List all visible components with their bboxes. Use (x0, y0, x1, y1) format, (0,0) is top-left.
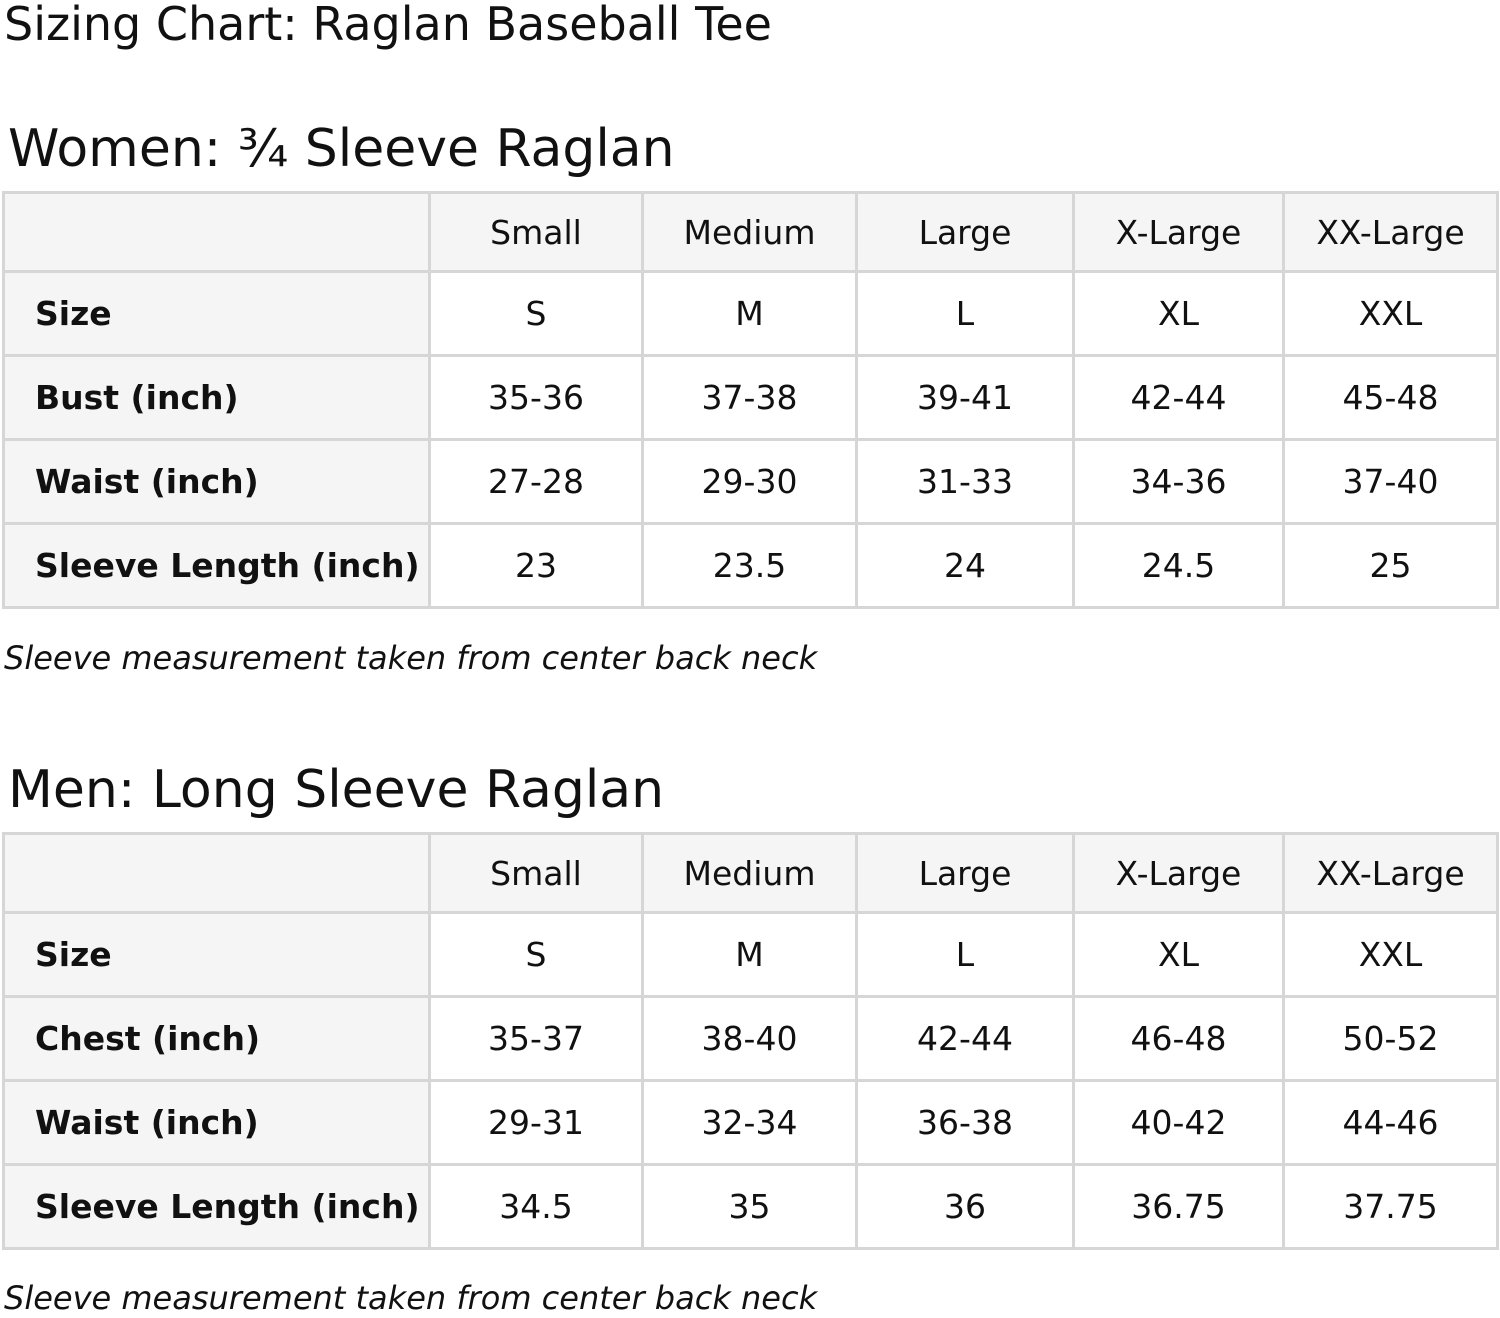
table-cell: 36 (855, 1163, 1075, 1250)
table-row: Size S M L XL XXL (2, 270, 1499, 357)
page-title: Sizing Chart: Raglan Baseball Tee (4, 0, 772, 51)
table-cell: 24 (855, 522, 1075, 609)
table-cell: 36-38 (855, 1079, 1075, 1166)
table-row: Bust (inch) 35-36 37-38 39-41 42-44 45-48 (2, 354, 1499, 441)
table-cell: M (641, 270, 858, 357)
row-label: Sleeve Length (inch) (2, 1163, 431, 1250)
column-header: Small (428, 832, 644, 914)
table-cell: 36.75 (1072, 1163, 1285, 1250)
column-header (2, 832, 431, 914)
table-cell: 44-46 (1282, 1079, 1499, 1166)
table-cell: 37.75 (1282, 1163, 1499, 1250)
column-header: X-Large (1072, 832, 1285, 914)
table-cell: 24.5 (1072, 522, 1285, 609)
row-label: Bust (inch) (2, 354, 431, 441)
table-cell: 39-41 (855, 354, 1075, 441)
table-cell: 23 (428, 522, 644, 609)
row-label: Waist (inch) (2, 438, 431, 525)
table-cell: 46-48 (1072, 995, 1285, 1082)
table-cell: L (855, 270, 1075, 357)
women-sleeve-note: Sleeve measurement taken from center bac… (4, 639, 818, 677)
row-label: Sleeve Length (inch) (2, 522, 431, 609)
table-row: Size S M L XL XXL (2, 911, 1499, 998)
row-label: Waist (inch) (2, 1079, 431, 1166)
table-cell: 23.5 (641, 522, 858, 609)
women-section-heading: Women: ¾ Sleeve Raglan (8, 119, 675, 179)
table-cell: 50-52 (1282, 995, 1499, 1082)
column-header: Medium (641, 191, 858, 273)
table-cell: 32-34 (641, 1079, 858, 1166)
header-row: Small Medium Large X-Large XX-Large (2, 191, 1499, 273)
table-cell: XXL (1282, 270, 1499, 357)
column-header: Large (855, 832, 1075, 914)
table-cell: 38-40 (641, 995, 858, 1082)
column-header: XX-Large (1282, 832, 1499, 914)
table-cell: 37-40 (1282, 438, 1499, 525)
column-header (2, 191, 431, 273)
table-cell: 34-36 (1072, 438, 1285, 525)
table-cell: XL (1072, 270, 1285, 357)
row-label: Chest (inch) (2, 995, 431, 1082)
table-cell: 35 (641, 1163, 858, 1250)
table-cell: 34.5 (428, 1163, 644, 1250)
header-row: Small Medium Large X-Large XX-Large (2, 832, 1499, 914)
column-header: Medium (641, 832, 858, 914)
table-cell: L (855, 911, 1075, 998)
table-row: Chest (inch) 35-37 38-40 42-44 46-48 50-52 (2, 995, 1499, 1082)
table-cell: 40-42 (1072, 1079, 1285, 1166)
table-cell: 29-31 (428, 1079, 644, 1166)
table-cell: 37-38 (641, 354, 858, 441)
table-cell: S (428, 270, 644, 357)
table-cell: M (641, 911, 858, 998)
women-size-table: Small Medium Large X-Large XX-Large Size S M L XL… (2, 191, 1499, 609)
row-label: Size (2, 911, 431, 998)
table-cell: 35-37 (428, 995, 644, 1082)
table-cell: 29-30 (641, 438, 858, 525)
column-header: XX-Large (1282, 191, 1499, 273)
table-cell: XL (1072, 911, 1285, 998)
men-section-heading: Men: Long Sleeve Raglan (8, 760, 665, 820)
men-size-table: Small Medium Large X-Large XX-Large Size S M L XL… (2, 832, 1499, 1250)
table-cell: 35-36 (428, 354, 644, 441)
row-label: Size (2, 270, 431, 357)
table-row: Sleeve Length (inch) 23 23.5 24 24.5 25 (2, 522, 1499, 609)
column-header: X-Large (1072, 191, 1285, 273)
table-cell: S (428, 911, 644, 998)
table-cell: 31-33 (855, 438, 1075, 525)
table-row: Waist (inch) 27-28 29-30 31-33 34-36 37-40 (2, 438, 1499, 525)
column-header: Large (855, 191, 1075, 273)
table-row: Waist (inch) 29-31 32-34 36-38 40-42 44-46 (2, 1079, 1499, 1166)
table-cell: XXL (1282, 911, 1499, 998)
table-cell: 42-44 (1072, 354, 1285, 441)
table-cell: 42-44 (855, 995, 1075, 1082)
table-cell: 27-28 (428, 438, 644, 525)
table-cell: 45-48 (1282, 354, 1499, 441)
column-header: Small (428, 191, 644, 273)
men-sleeve-note: Sleeve measurement taken from center bac… (4, 1279, 818, 1317)
table-row: Sleeve Length (inch) 34.5 35 36 36.75 37.75 (2, 1163, 1499, 1250)
table-cell: 25 (1282, 522, 1499, 609)
